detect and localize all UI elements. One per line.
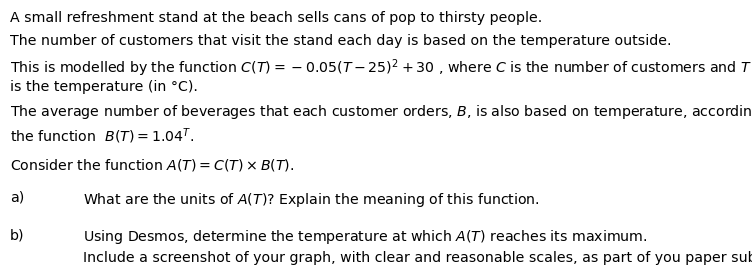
- Text: a): a): [10, 191, 24, 205]
- Text: This is modelled by the function $C(T) = -0.05(T - 25)^2 + 30$ , where $C$ is th: This is modelled by the function $C(T) =…: [10, 57, 751, 79]
- Text: b): b): [10, 228, 24, 242]
- Text: The average number of beverages that each customer orders, $B$, is also based on: The average number of beverages that eac…: [10, 103, 752, 121]
- Text: Consider the function $A(T) = C(T) \times B(T)$.: Consider the function $A(T) = C(T) \time…: [10, 157, 294, 173]
- Text: What are the units of $A(T)$? Explain the meaning of this function.: What are the units of $A(T)$? Explain th…: [83, 191, 540, 209]
- Text: A small refreshment stand at the beach sells cans of pop to thirsty people.: A small refreshment stand at the beach s…: [10, 11, 542, 25]
- Text: The number of customers that visit the stand each day is based on the temperatur: The number of customers that visit the s…: [10, 34, 672, 48]
- Text: Using Desmos, determine the temperature at which $A(T)$ reaches its maximum.: Using Desmos, determine the temperature …: [83, 228, 647, 246]
- Text: the function  $B(T) = 1.04^T$.: the function $B(T) = 1.04^T$.: [10, 126, 194, 146]
- Text: Include a screenshot of your graph, with clear and reasonable scales, as part of: Include a screenshot of your graph, with…: [83, 251, 752, 265]
- Text: is the temperature (in °C).: is the temperature (in °C).: [10, 80, 198, 94]
